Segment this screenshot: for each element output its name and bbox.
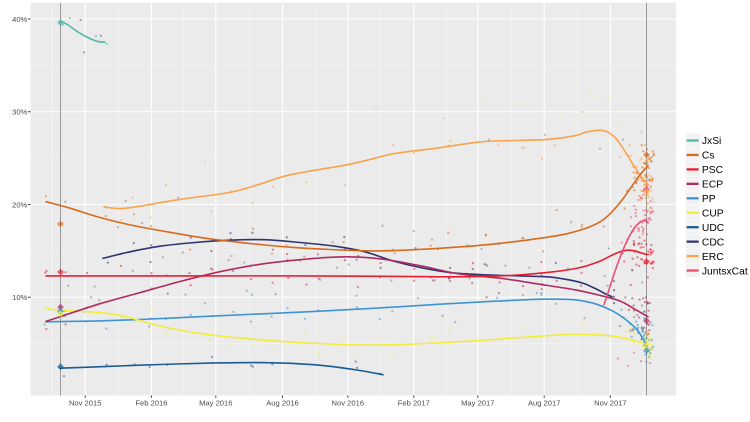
svg-text:Nov 2017: Nov 2017 [594, 398, 627, 407]
svg-text:May 2016: May 2016 [199, 398, 232, 407]
svg-text:Aug 2016: Aug 2016 [266, 398, 299, 407]
svg-text:20%: 20% [12, 200, 27, 209]
svg-text:May 2017: May 2017 [461, 398, 494, 407]
svg-text:10%: 10% [12, 293, 27, 302]
svg-text:ECP: ECP [702, 180, 723, 191]
svg-text:CDC: CDC [702, 237, 725, 248]
svg-text:Nov 2015: Nov 2015 [69, 398, 102, 407]
svg-text:Aug 2017: Aug 2017 [528, 398, 561, 407]
svg-text:JxSi: JxSi [702, 136, 721, 147]
svg-text:JuntsxCat: JuntsxCat [702, 266, 748, 277]
svg-text:UDC: UDC [702, 223, 725, 234]
svg-text:Cs: Cs [702, 151, 715, 162]
svg-text:Feb 2017: Feb 2017 [398, 398, 430, 407]
svg-text:CUP: CUP [702, 208, 724, 219]
svg-text:40%: 40% [12, 15, 27, 24]
svg-text:ERC: ERC [702, 252, 724, 263]
svg-text:Feb 2016: Feb 2016 [135, 398, 167, 407]
svg-text:Nov 2016: Nov 2016 [332, 398, 365, 407]
svg-text:PP: PP [702, 194, 716, 205]
svg-text:30%: 30% [12, 108, 27, 117]
svg-text:PSC: PSC [702, 165, 724, 176]
